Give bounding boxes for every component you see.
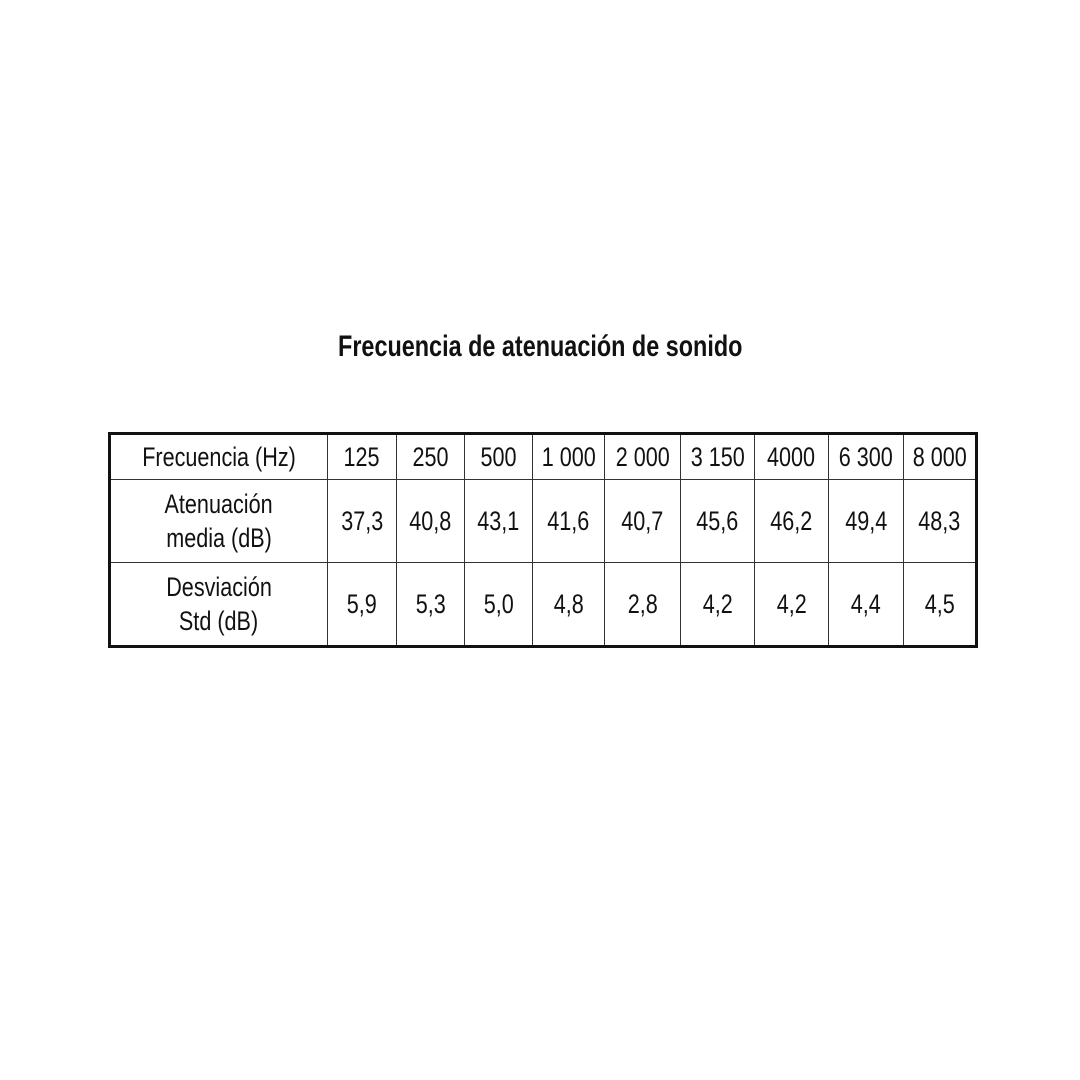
table-cell: 41,6	[532, 479, 605, 563]
cell-value: 4,8	[553, 589, 584, 619]
row-header: Frecuencia (Hz)	[109, 433, 328, 480]
cell-value: 5,3	[415, 589, 446, 619]
cell-value: 1 000	[541, 442, 596, 472]
row-header: Atenuación media (dB)	[109, 479, 328, 563]
row-header-line: Std (dB)	[179, 606, 259, 636]
table-cell: 5,0	[464, 562, 533, 647]
table-cell: 48,3	[903, 479, 977, 563]
page-title: Frecuencia de atenuación de sonido	[337, 330, 743, 363]
frequency-row: Frecuencia (Hz) 125 250 500 1 000 2 000 3 150 4…	[109, 433, 977, 480]
cell-value: 125	[343, 442, 381, 472]
table-cell: 4,4	[828, 562, 904, 647]
cell-value: 48,3	[918, 506, 961, 536]
table-cell: 4,2	[680, 562, 755, 647]
row-header-line: Desviación	[166, 572, 272, 602]
table-cell: 40,8	[396, 479, 465, 563]
table-cell: 4,5	[903, 562, 977, 647]
cell-value: 4,5	[924, 589, 955, 619]
cell-value: 40,7	[621, 506, 664, 536]
cell-value: 49,4	[844, 506, 888, 536]
table-cell: 500	[464, 433, 533, 480]
cell-value: 41,6	[547, 506, 590, 536]
table-cell: 1 000	[532, 433, 605, 480]
cell-value: 500	[480, 442, 517, 472]
table-cell: 46,2	[754, 479, 829, 563]
cell-value: 2,8	[627, 589, 658, 619]
row-header: Desviación Std (dB)	[109, 562, 328, 647]
table-cell: 5,9	[327, 562, 397, 647]
cell-value: 45,6	[696, 506, 739, 536]
cell-value: 8 000	[912, 442, 967, 472]
cell-value: 37,3	[340, 506, 384, 536]
cell-value: 6 300	[838, 442, 894, 472]
table-cell: 2,8	[604, 562, 681, 647]
table-cell: 45,6	[680, 479, 755, 563]
cell-value: 4,2	[776, 589, 807, 619]
cell-value: 250	[412, 442, 449, 472]
table-cell: 49,4	[828, 479, 904, 563]
row-header-line: media (dB)	[166, 523, 272, 553]
cell-value: 4,4	[850, 589, 882, 619]
row-header-line: Frecuencia (Hz)	[142, 442, 296, 472]
table-cell: 40,7	[604, 479, 681, 563]
table-cell: 6 300	[828, 433, 904, 480]
table-cell: 2 000	[604, 433, 681, 480]
row-header-line: Atenuación	[164, 489, 274, 519]
cell-value: 3 150	[690, 442, 745, 472]
table-cell: 8 000	[903, 433, 977, 480]
table-cell: 4000	[754, 433, 829, 480]
table-cell: 125	[327, 433, 397, 480]
cell-value: 43,1	[477, 506, 520, 536]
mean-attenuation-row: Atenuación media (dB) 37,3 40,8 43,1 41,6 40,7…	[109, 479, 977, 563]
cell-value: 4,2	[702, 589, 733, 619]
cell-value: 4000	[767, 442, 816, 472]
table-cell: 250	[396, 433, 465, 480]
attenuation-table: Frecuencia (Hz) 125 250 500 1 000 2 000 3 150 4…	[108, 432, 978, 648]
cell-value: 2 000	[615, 442, 670, 472]
std-deviation-row: Desviación Std (dB) 5,9 5,3 5,0 4,8 2,8 4,2 4,2 4…	[109, 562, 977, 647]
cell-value: 5,9	[346, 589, 378, 619]
table-cell: 43,1	[464, 479, 533, 563]
table-cell: 4,8	[532, 562, 605, 647]
table-cell: 3 150	[680, 433, 755, 480]
table-cell: 4,2	[754, 562, 829, 647]
cell-value: 40,8	[409, 506, 452, 536]
table-cell: 37,3	[327, 479, 397, 563]
table-cell: 5,3	[396, 562, 465, 647]
cell-value: 5,0	[483, 589, 514, 619]
cell-value: 46,2	[770, 506, 813, 536]
